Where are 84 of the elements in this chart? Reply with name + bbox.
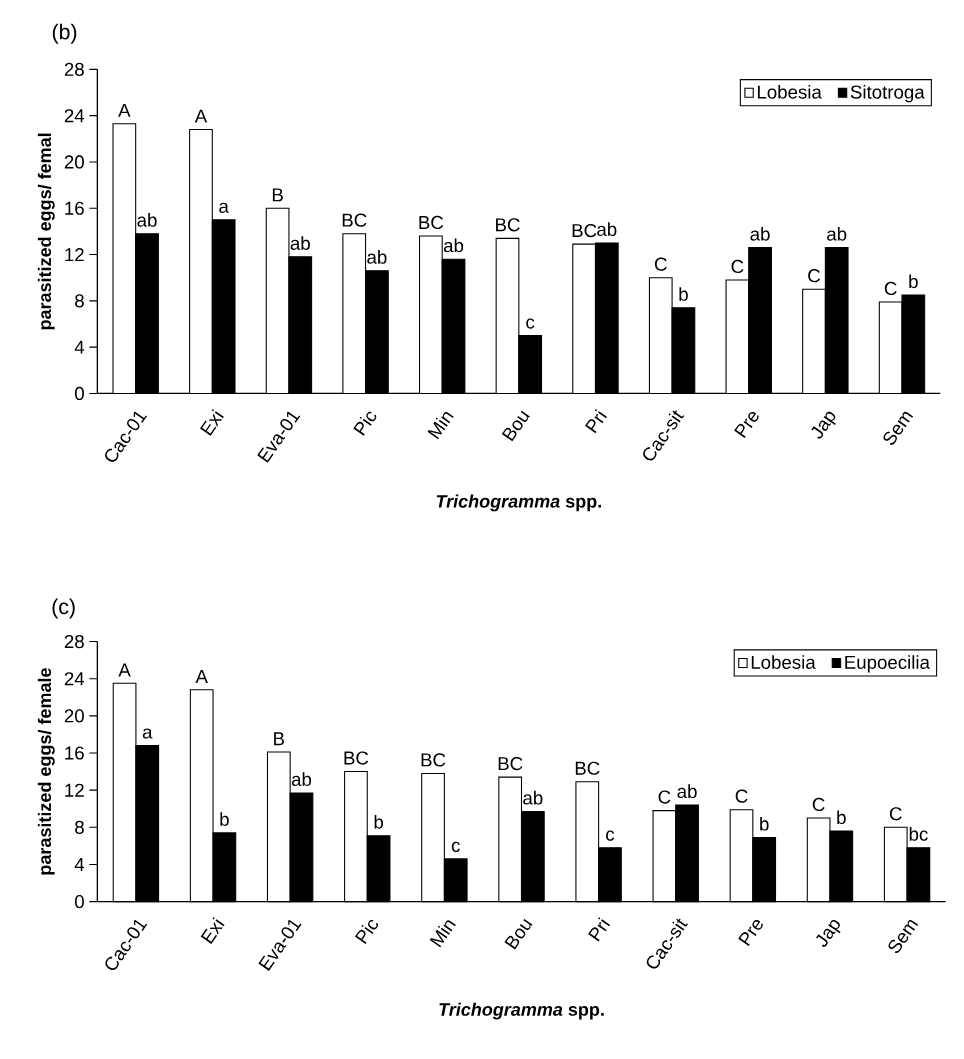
y-axis-title: parasitized eggs/ femal <box>37 133 55 330</box>
y-tick-label: 20 <box>64 709 84 723</box>
y-tick-label: 16 <box>65 201 84 215</box>
annotation: a <box>219 202 229 213</box>
x-tick-label: Exi <box>200 917 225 944</box>
annotation: B <box>273 732 284 746</box>
x-axis-title: Trichogramma spp. <box>439 1002 604 1020</box>
y-tick-label: 12 <box>65 783 84 797</box>
y-tick-label: 24 <box>64 109 84 123</box>
annotation: BC <box>342 213 367 227</box>
y-tick-label: 0 <box>74 386 84 401</box>
annotation: c <box>451 841 460 852</box>
annotation: ab <box>443 238 463 253</box>
legend-label: Eupoecilia <box>845 655 930 673</box>
annotation: BC <box>498 756 523 771</box>
y-tick-label: 20 <box>64 155 84 169</box>
annotation: b <box>220 812 229 826</box>
annotation: ab <box>290 236 310 250</box>
annotation: bc <box>909 827 928 841</box>
annotation: A <box>194 109 208 123</box>
annotation: C <box>812 797 825 812</box>
x-tick-label: Pre <box>733 411 759 438</box>
annotation: c <box>605 830 614 841</box>
y-tick-label: 12 <box>65 248 84 262</box>
annotation: a <box>142 728 153 739</box>
annotation: ab <box>597 222 617 237</box>
y-tick-label: 24 <box>64 672 84 686</box>
annotation: C <box>731 259 744 274</box>
annotation: A <box>118 663 131 677</box>
legend-label: Sitotroga <box>850 84 925 103</box>
chart-title: (b) <box>52 23 77 44</box>
x-tick-label: Bou <box>501 410 530 442</box>
annotation: ab <box>523 790 543 805</box>
annotation: C <box>889 807 902 821</box>
y-tick-label: 28 <box>64 634 84 649</box>
annotation: C <box>808 269 820 283</box>
annotation: C <box>654 257 667 271</box>
annotation: BC <box>344 751 369 765</box>
x-tick-label: Pri <box>584 409 607 434</box>
x-tick-label: Jap <box>811 411 836 439</box>
x-tick-label: Pic <box>353 411 377 436</box>
y-tick-label: 8 <box>74 294 84 308</box>
annotation: b <box>909 274 918 289</box>
x-tick-label: Pri <box>587 917 610 942</box>
legend-label: Lobesia <box>751 655 816 669</box>
annotation: C <box>735 789 748 803</box>
x-tick-label: Min <box>429 920 456 948</box>
y-tick-label: 8 <box>74 820 84 834</box>
annotation: c <box>526 318 535 329</box>
annotation: BC <box>495 218 520 232</box>
annotation: b <box>679 287 688 301</box>
x-tick-label: Jap <box>815 919 841 947</box>
annotation: ab <box>367 250 387 264</box>
y-axis-title: parasitized eggs/ female <box>37 668 55 875</box>
legend-label: Lobesia <box>757 84 822 99</box>
annotation: ab <box>826 226 847 241</box>
annotation: ab <box>291 772 311 787</box>
annotation: BC <box>575 761 600 775</box>
x-tick-label: Bou <box>504 918 533 950</box>
annotation: C <box>884 281 897 296</box>
annotation: A <box>118 103 131 117</box>
y-tick-label: 4 <box>74 340 84 354</box>
annotation: BC <box>572 223 597 238</box>
annotation: BC <box>419 215 443 230</box>
y-tick-label: 28 <box>64 62 84 76</box>
annotation: b <box>837 810 846 825</box>
x-tick-label: Pic <box>354 919 378 944</box>
y-tick-label: 4 <box>74 858 84 871</box>
x-tick-label: Pre <box>738 920 763 947</box>
annotation: BC <box>421 753 446 767</box>
annotation: b <box>760 816 769 831</box>
annotation: b <box>374 815 383 829</box>
annotation: C <box>658 790 671 804</box>
annotation: B <box>272 188 283 202</box>
y-tick-label: 16 <box>65 746 84 760</box>
x-axis-title: Trichogramma spp. <box>436 494 601 512</box>
annotation: ab <box>677 784 697 799</box>
annotation: ab <box>750 226 770 241</box>
y-tick-label: 0 <box>74 895 84 909</box>
x-tick-label: Exi <box>199 409 224 436</box>
annotation: A <box>195 670 208 683</box>
x-tick-label: Min <box>427 412 454 440</box>
chart-title: (c) <box>52 598 75 619</box>
annotation: ab <box>137 213 157 227</box>
